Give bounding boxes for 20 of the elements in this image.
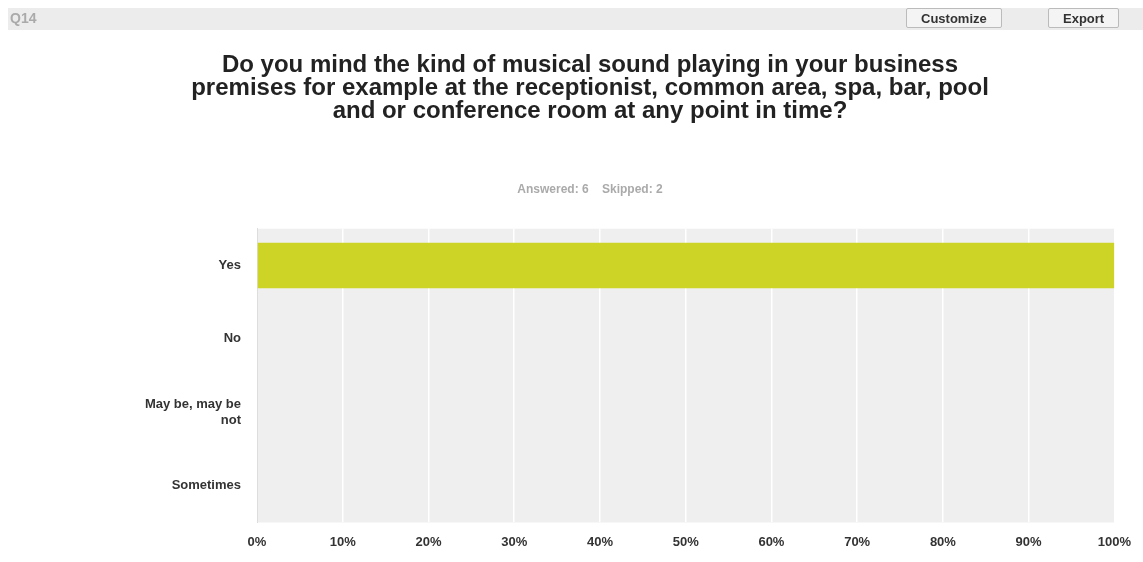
y-tick-label: No [223, 330, 242, 346]
text: Q14 [10, 10, 37, 26]
x-tick-label: 60% [758, 533, 785, 549]
y-tick-label: May be, may be not [144, 396, 242, 427]
x-tick-label: 80% [929, 533, 957, 549]
x-tick-label: 10% [329, 533, 357, 549]
text: Export [1048, 8, 1120, 28]
x-tick-label: 100% [1097, 533, 1132, 549]
x-tick-label: 0% [247, 533, 267, 549]
x-tick-label: 20% [415, 533, 442, 549]
x-tick-label: 50% [672, 533, 700, 549]
x-tick-label: 30% [501, 533, 528, 549]
chart-title: Do you mind the kind of musical sound playing in your business premises for example at the receptionist, common area, spa, bar, pool and or conference room at any point in time? [190, 50, 990, 123]
y-tick-label: Yes [218, 257, 241, 273]
y-tick-label: Sometimes [171, 477, 241, 493]
text: Customize [906, 8, 1002, 28]
x-tick-label: 70% [844, 533, 871, 549]
chart-subtitle: Answered: 6 Skipped: 2 [516, 182, 664, 196]
x-tick-label: 40% [586, 533, 614, 549]
x-tick-label: 90% [1015, 533, 1043, 549]
